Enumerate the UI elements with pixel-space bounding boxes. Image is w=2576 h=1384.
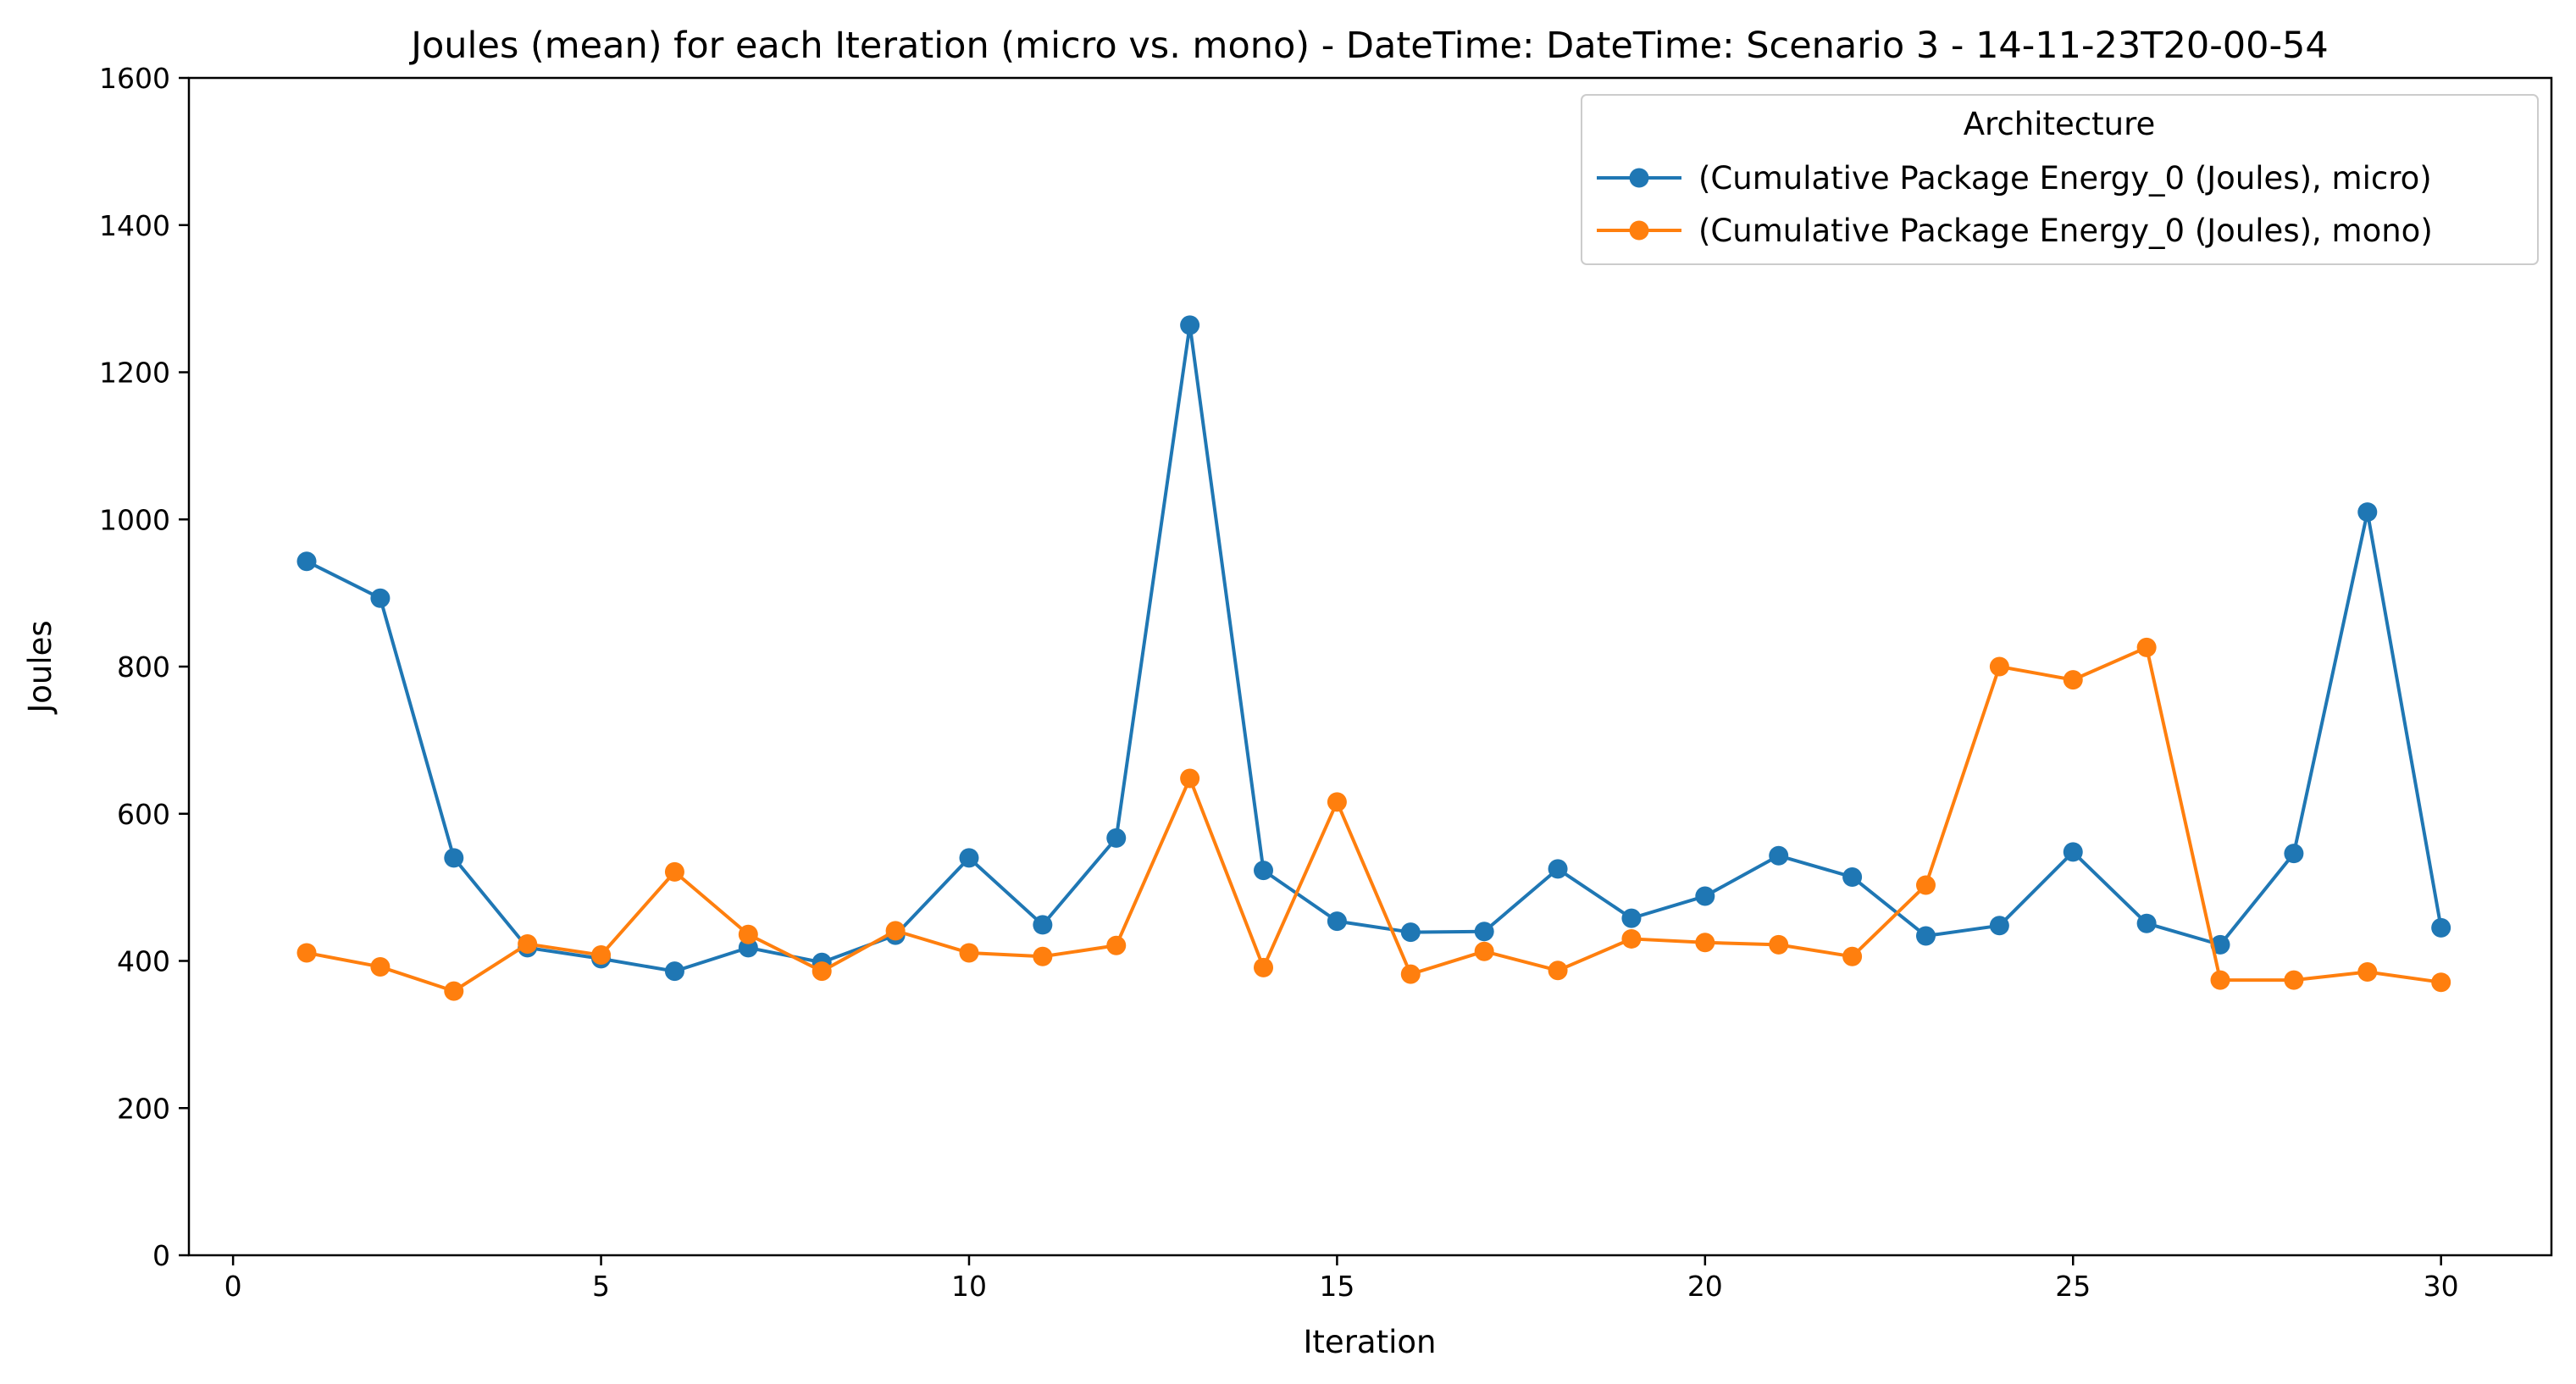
data-point [2063,670,2083,690]
y-tick-label: 1400 [99,209,170,242]
data-point [1106,828,1127,848]
data-point [1621,928,1642,949]
x-tick-label: 20 [1687,1270,1723,1303]
data-point [1842,946,1863,966]
data-point [2431,917,2451,938]
data-point [1400,964,1421,984]
data-point [885,921,906,941]
x-tick-label: 0 [224,1270,242,1303]
data-point [591,945,612,966]
data-point [1106,935,1127,955]
legend-entries: (Cumulative Package Energy_0 (Joules), m… [1597,160,2433,249]
x-tick-label: 30 [2424,1270,2459,1303]
data-point [2284,970,2304,990]
y-tick-label: 400 [117,945,170,978]
data-point [1474,922,1494,942]
plot-area [296,315,2451,1001]
data-point [2284,844,2304,864]
data-point [664,961,684,982]
data-point [2210,970,2230,990]
data-point [1915,875,1936,895]
x-tick-label: 15 [1319,1270,1354,1303]
series-mono [296,637,2451,1001]
data-point [959,943,979,963]
x-axis: 0 5 10 15 20 25 30 [224,1255,2459,1303]
x-tick-label: 5 [592,1270,610,1303]
data-point [370,956,391,977]
data-point [664,861,684,882]
data-point [1400,922,1421,943]
y-tick-label: 800 [117,650,170,684]
data-point [812,961,832,982]
data-point [1327,792,1347,812]
data-point [2210,934,2230,955]
data-point [518,934,538,955]
y-tick-label: 1200 [99,357,170,390]
data-point [738,924,758,944]
legend-marker [1629,168,1649,188]
data-point [1033,946,1053,966]
y-axis-label: Joules [22,620,58,714]
y-axis: 0 200 400 600 800 1000 1200 1400 1600 [99,62,189,1272]
data-point [1695,886,1715,906]
data-point [1769,934,1789,955]
data-point [1842,866,1863,887]
data-point [296,551,317,572]
data-point [1695,933,1715,953]
data-point [1548,960,1568,981]
data-point [1915,926,1936,946]
legend-frame [1581,94,2539,265]
legend-marker [1629,220,1649,241]
series-line [306,645,2441,994]
data-point [370,588,391,608]
data-point [1989,916,2009,936]
data-point [1254,957,1274,977]
data-point [2063,842,2083,862]
x-axis-label: Iteration [1304,1324,1437,1360]
data-point [2431,972,2451,993]
legend-title: Architecture [1964,106,2156,142]
data-point [1180,768,1200,789]
data-point [1769,845,1789,866]
series-line [306,323,2443,973]
y-tick-label: 0 [152,1239,170,1272]
plot-frame [187,76,2553,1257]
data-point [444,981,464,1001]
data-point [2136,637,2157,657]
data-point [296,943,317,963]
y-tick-label: 200 [117,1092,170,1125]
data-point [1548,859,1568,879]
data-point [444,848,464,868]
data-point [2136,913,2157,933]
legend: Architecture (Cumulative Package Energy_… [1581,94,2539,265]
legend-label: (Cumulative Package Energy_0 (Joules), m… [1698,160,2432,197]
data-point [2357,502,2378,523]
data-point [1989,656,2009,677]
data-point [1180,315,1200,335]
x-tick-label: 10 [951,1270,987,1303]
data-point [1254,861,1274,881]
data-point [1033,915,1053,935]
data-point [2357,962,2378,983]
data-point [1621,908,1642,928]
y-tick-label: 1000 [99,503,170,536]
data-point [959,848,979,868]
data-point [1327,911,1347,932]
chart-title: Joules (mean) for each Iteration (micro … [408,25,2328,67]
legend-label: (Cumulative Package Energy_0 (Joules), m… [1698,213,2433,249]
data-point [1474,941,1494,961]
y-tick-label: 1600 [99,62,170,95]
y-tick-label: 600 [117,798,170,831]
x-tick-label: 25 [2055,1270,2091,1303]
